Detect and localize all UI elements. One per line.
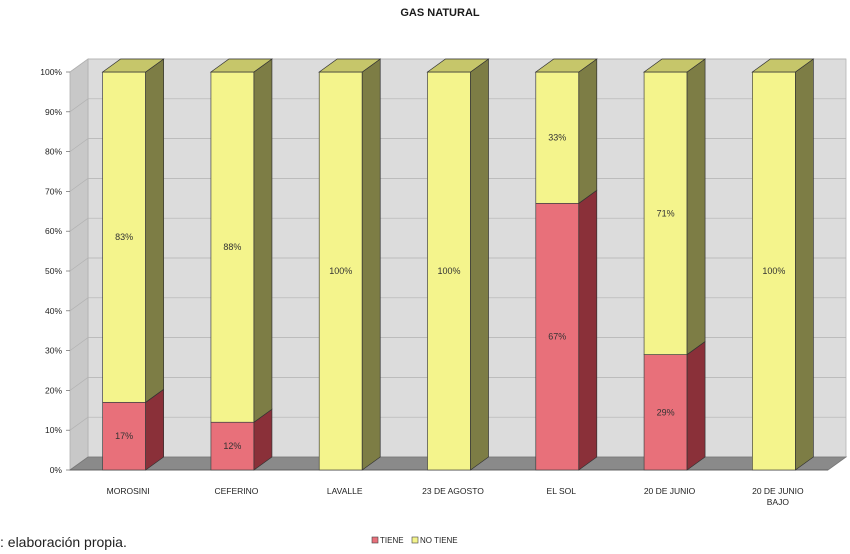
bar-top-no-tiene	[101, 58, 165, 73]
bar-side-no-tiene	[470, 58, 489, 471]
legend-swatch-no-tiene	[411, 536, 419, 544]
legend: TIENE NO TIENE	[371, 536, 458, 545]
y-tick-label: 70%	[45, 186, 62, 196]
data-label-tiene: 67%	[548, 332, 566, 342]
data-label-no-tiene: 71%	[657, 208, 675, 218]
legend-label-tiene: TIENE	[380, 536, 404, 545]
source-note: : elaboración propia.	[0, 534, 127, 550]
x-tick-label: 20 DE JUNIO BAJO	[752, 486, 804, 507]
x-tick-label: 23 DE AGOSTO	[422, 486, 484, 496]
data-label-tiene: 29%	[657, 407, 675, 417]
bar-no-tiene	[752, 71, 796, 471]
bar-tiene	[535, 202, 580, 471]
plot-area: 0% 10% 20% 30% 40% 50% 60% 70% 80% 90% 100% 17% 83% M…	[40, 58, 848, 507]
y-tick-label: 10%	[45, 425, 62, 435]
bar-side-no-tiene	[145, 58, 164, 404]
data-label-no-tiene: 100%	[437, 266, 460, 276]
y-tick-label: 90%	[45, 107, 62, 117]
y-tick-label: 60%	[45, 226, 62, 236]
bar-top-no-tiene	[209, 58, 274, 73]
bar-no-tiene	[210, 71, 255, 423]
bar-top-no-tiene	[426, 58, 490, 73]
y-tick-label: 80%	[45, 147, 62, 157]
bar-tiene	[102, 401, 146, 471]
y-tick-label: 100%	[40, 67, 62, 77]
bar-top-no-tiene	[751, 58, 815, 73]
chart-title: GAS NATURAL	[400, 7, 480, 19]
data-label-tiene: 12%	[223, 441, 241, 451]
bar-top-no-tiene	[534, 58, 598, 73]
x-tick-label: MOROSINI	[107, 486, 150, 496]
x-tick-label: LAVALLE	[327, 486, 363, 496]
bar-side-tiene	[578, 189, 598, 471]
y-tick-label: 30%	[45, 346, 62, 356]
data-label-no-tiene: 100%	[762, 266, 785, 276]
bar-side-no-tiene	[686, 58, 706, 356]
bar-no-tiene	[535, 71, 580, 204]
bar-side-no-tiene	[253, 58, 273, 423]
bar-tiene	[643, 354, 688, 471]
data-label-no-tiene: 33%	[548, 133, 566, 143]
bar-no-tiene	[427, 71, 471, 471]
bar-side-tiene	[145, 388, 164, 471]
bar-no-tiene	[643, 71, 688, 355]
bar-side-no-tiene	[361, 58, 381, 471]
bar-side-no-tiene	[795, 58, 814, 471]
y-tick-label: 50%	[45, 266, 62, 276]
bar-side-no-tiene	[578, 58, 598, 205]
legend-swatch-tiene	[371, 536, 379, 544]
data-label-tiene: 17%	[115, 431, 133, 441]
legend-label-no-tiene: NO TIENE	[420, 536, 458, 545]
x-tick-label: EL SOL	[547, 486, 577, 496]
bar-top-no-tiene	[318, 58, 382, 73]
x-tick-label: 20 DE JUNIO	[644, 486, 696, 496]
y-tick-label: 0%	[50, 465, 63, 475]
y-tick-label: 20%	[45, 385, 62, 395]
bar-side-tiene	[686, 340, 706, 471]
x-tick-label: CEFERINO	[214, 486, 258, 496]
data-label-no-tiene: 83%	[115, 232, 133, 242]
bar-top-no-tiene	[642, 58, 707, 73]
data-label-no-tiene: 100%	[329, 266, 352, 276]
y-tick-label: 40%	[45, 306, 62, 316]
data-label-no-tiene: 88%	[223, 242, 241, 252]
